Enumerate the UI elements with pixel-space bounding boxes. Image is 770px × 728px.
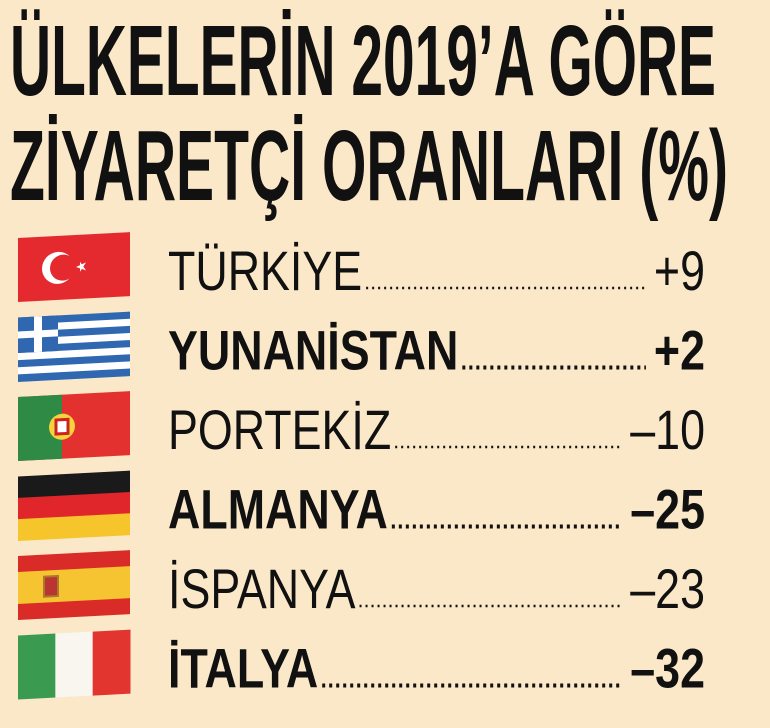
emblem	[54, 417, 70, 436]
emblem	[43, 574, 59, 598]
flag	[18, 629, 131, 700]
country-name: İTALYA	[168, 637, 318, 700]
country-name: ALMANYA	[168, 478, 388, 541]
country-name: İSPANYA	[168, 557, 356, 620]
stripe	[18, 566, 130, 604]
stripe	[18, 347, 130, 361]
flag	[18, 391, 130, 461]
country-value: +9	[654, 239, 705, 302]
stripe	[18, 633, 56, 700]
stripe	[55, 631, 94, 698]
flag	[18, 311, 130, 383]
country-value: –23	[630, 557, 705, 620]
country-name: PORTEKİZ	[168, 398, 391, 461]
country-name: YUNANİSTAN	[168, 319, 458, 382]
rows: TÜRKİYE +9 YUNANİSTAN +2 PORTEKİZ –10 ALMANYA –…	[18, 232, 705, 700]
stripe	[92, 629, 131, 696]
flag	[18, 550, 130, 620]
flag	[18, 470, 130, 542]
stripe	[18, 361, 130, 375]
stripe	[18, 368, 130, 383]
country-value: –32	[630, 637, 705, 700]
star	[76, 261, 86, 272]
title-line: ÜLKELERİN 2019’A GÖRE	[10, 5, 716, 117]
stripe	[18, 513, 130, 542]
country-value: –10	[630, 398, 705, 461]
flag-field	[18, 394, 62, 461]
stripe	[18, 354, 130, 368]
stripe	[18, 491, 130, 520]
flag	[18, 232, 130, 302]
cross	[18, 329, 58, 339]
stripe	[18, 470, 130, 499]
crescent-cut	[50, 254, 76, 281]
country-value: –25	[630, 478, 705, 541]
country-value: +2	[654, 319, 705, 382]
country-name: TÜRKİYE	[168, 239, 362, 302]
title-line: ZİYARETÇİ ORANLARI (%)	[10, 110, 728, 222]
